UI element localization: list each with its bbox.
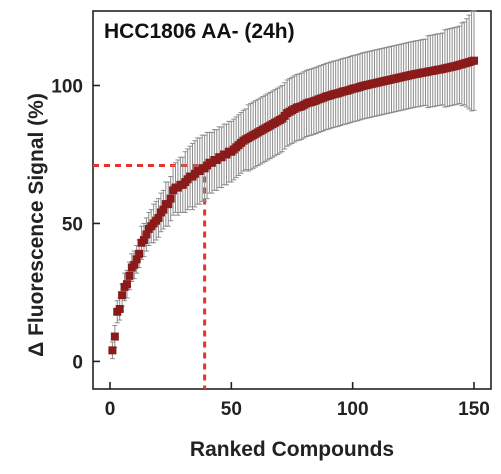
data-point <box>132 255 141 264</box>
x-axis-title: Ranked Compounds <box>190 438 394 461</box>
y-tick-label: 100 <box>51 76 83 97</box>
data-point <box>135 249 144 258</box>
reference-lines <box>93 164 207 389</box>
data-point <box>470 56 479 65</box>
data-point <box>154 213 163 222</box>
data-point <box>142 230 151 239</box>
x-tick-label: 150 <box>458 399 490 420</box>
y-tick-label: 50 <box>62 214 83 235</box>
x-axis-ticks: 0 50 100 150 <box>105 382 490 420</box>
y-axis-ticks: 0 50 100 <box>51 76 100 373</box>
data-point <box>108 346 117 355</box>
plot-frame <box>92 10 492 390</box>
data-point <box>125 271 134 280</box>
data-point <box>130 260 139 269</box>
x-tick-label: 0 <box>105 399 116 420</box>
data-point <box>164 200 173 209</box>
data-markers <box>108 56 479 355</box>
data-point <box>110 332 119 341</box>
data-point <box>139 236 148 245</box>
error-bars <box>109 10 477 360</box>
chart-title: HCC1806 AA- (24h) <box>104 20 295 43</box>
x-tick-label: 100 <box>337 399 369 420</box>
x-tick-label: 50 <box>221 399 242 420</box>
data-point <box>115 304 124 313</box>
data-point <box>159 205 168 214</box>
y-axis-title: Δ Fluorescence Signal (%) <box>25 93 48 357</box>
data-point <box>166 194 175 203</box>
data-point <box>118 291 127 300</box>
data-point <box>122 280 131 289</box>
y-tick-label: 0 <box>72 352 83 373</box>
